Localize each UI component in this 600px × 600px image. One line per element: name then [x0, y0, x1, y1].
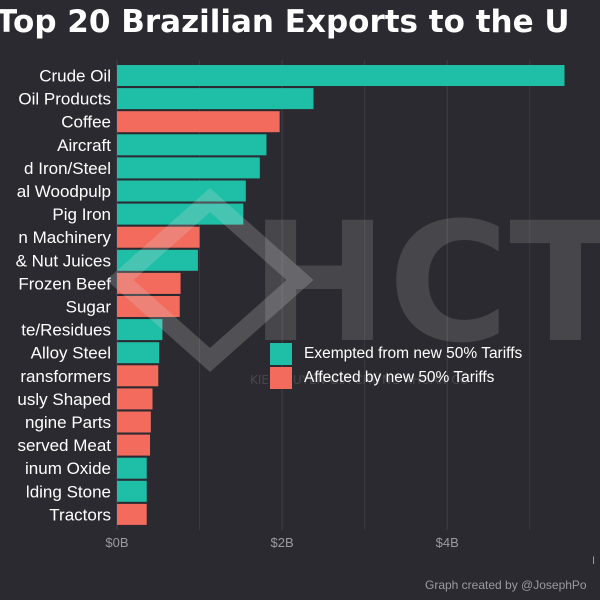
category-label: Crude Oil — [39, 67, 111, 86]
category-label: served Meat — [17, 436, 111, 455]
category-label: te/Residues — [21, 321, 111, 340]
category-label: n Machinery — [18, 228, 111, 247]
category-label: inum Oxide — [25, 459, 111, 478]
category-label: Pig Iron — [52, 205, 111, 224]
category-label: Tractors — [49, 505, 111, 524]
x-tick-label: $2B — [271, 535, 294, 550]
edge-label: I — [592, 555, 596, 567]
category-label: Oil Products — [18, 90, 111, 109]
graph-credit: Graph created by @JosephPo — [425, 578, 587, 592]
x-tick-label: $4B — [436, 535, 459, 550]
category-label: al Woodpulp — [17, 182, 111, 201]
category-label: Coffee — [61, 113, 111, 132]
bar — [117, 272, 181, 294]
bar — [117, 111, 280, 133]
bar — [117, 157, 260, 179]
bar — [117, 342, 160, 364]
category-label: Alloy Steel — [31, 344, 111, 363]
bar — [117, 434, 151, 456]
legend-item-affected: Affected by new 50% Tariffs — [270, 366, 522, 390]
x-axis-ticks: $0B $2B $4B — [105, 535, 458, 550]
bar — [117, 296, 180, 317]
legend-item-exempt: Exempted from new 50% Tariffs — [270, 342, 522, 366]
legend-label-exempt: Exempted from new 50% Tariffs — [304, 345, 523, 362]
category-label: ransformers — [20, 367, 111, 386]
bar — [117, 249, 198, 271]
bar — [117, 88, 314, 110]
legend-label-affected: Affected by new 50% Tariffs — [304, 369, 495, 386]
bar — [117, 480, 147, 502]
bar — [117, 180, 246, 202]
category-label: usly Shaped — [17, 390, 111, 409]
bar — [117, 388, 153, 410]
bar — [117, 365, 159, 387]
bar — [117, 134, 267, 156]
category-label: Frozen Beef — [18, 274, 111, 293]
bar — [117, 411, 151, 433]
category-label: lding Stone — [26, 482, 111, 501]
category-label: ngine Parts — [25, 413, 111, 432]
category-label: Aircraft — [57, 136, 111, 155]
bar — [117, 319, 163, 341]
legend: Exempted from new 50% Tariffs Affected b… — [270, 342, 522, 390]
chart-title: Top 20 Brazilian Exports to the U — [0, 4, 570, 40]
legend-swatch-exempt — [270, 343, 292, 365]
category-labels: Crude Oil Oil Products Coffee Aircraft d Iro… — [16, 67, 112, 525]
category-label: d Iron/Steel — [24, 159, 111, 178]
bar — [117, 457, 147, 479]
bar — [117, 203, 244, 225]
x-tick-label: $0B — [105, 535, 128, 550]
legend-swatch-affected — [270, 367, 292, 389]
category-label: Sugar — [66, 298, 112, 317]
bars — [117, 65, 565, 525]
bar — [117, 503, 147, 525]
category-label: & Nut Juices — [16, 251, 111, 270]
bar — [117, 65, 565, 86]
bar — [117, 226, 200, 248]
